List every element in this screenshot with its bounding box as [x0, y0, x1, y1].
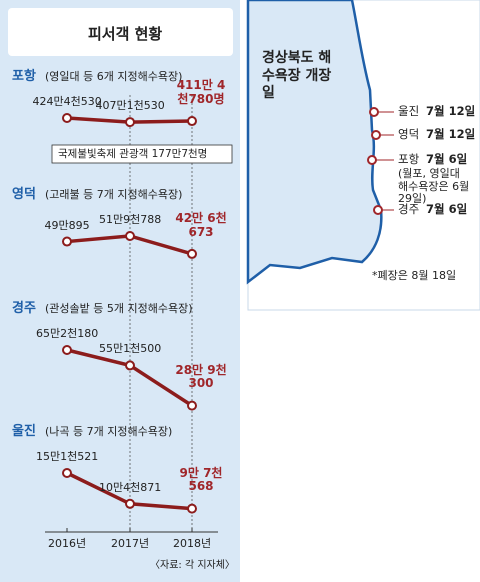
value-label: 28만 9천300 [175, 362, 227, 391]
series-subtitle: (관성솔밭 등 5개 지정해수욕장) [45, 302, 193, 315]
map-place: 영덕 [398, 127, 420, 141]
title-card [8, 8, 233, 56]
series-subtitle: (영일대 등 6개 지정해수욕장) [45, 70, 183, 83]
map-date: 7월 6일 [426, 152, 468, 166]
map-date: 7월 12일 [426, 104, 476, 118]
map-place: 울진 [398, 104, 420, 118]
value-label: 51만9천788 [99, 213, 162, 226]
map-place: 포항 [398, 152, 420, 166]
point [125, 231, 135, 241]
value-label: 424만4천530 [32, 95, 102, 108]
value-label: 407만1천530 [95, 99, 165, 113]
map-title: 경상북도 해수욕장 개장일 [262, 50, 332, 101]
map-date: 7월 12일 [426, 127, 476, 141]
series-title: 울진 [12, 424, 36, 439]
source: 〈자료: 각 지자체〉 [150, 560, 235, 571]
map-marker [369, 107, 379, 117]
value-label: 65만2천180 [36, 327, 99, 340]
left-panel [0, 0, 240, 582]
series-subtitle: (나곡 등 7개 지정해수욕장) [45, 425, 173, 438]
x-tick-label: 2016년 [48, 537, 87, 550]
series-title: 경주 [12, 301, 36, 316]
point [62, 468, 72, 478]
map-marker [371, 130, 381, 140]
value-label: 49만895 [44, 218, 90, 232]
map-place: 경주 [398, 202, 420, 216]
map-note: (월포, 영일대 해수욕장은 6월 29일) [398, 167, 470, 206]
point [62, 113, 72, 123]
title: 피서객 현황 [88, 25, 163, 43]
annotation-box [51, 144, 233, 164]
map-marker [367, 155, 377, 165]
value-label: 55만1천500 [99, 342, 162, 356]
coastline [246, 0, 383, 285]
map-marker [373, 205, 383, 215]
point [187, 248, 197, 259]
point [62, 236, 72, 247]
value-label: 411만 4천780명 [176, 78, 226, 106]
point [125, 360, 135, 371]
x-tick-label: 2017년 [111, 537, 150, 550]
point [187, 116, 197, 127]
point [62, 345, 72, 355]
point [187, 503, 197, 514]
map-date: 7월 6일 [426, 202, 468, 216]
point [187, 400, 197, 411]
value-label: 10만4천871 [99, 480, 162, 494]
value-label: 9만 7천568 [179, 465, 223, 494]
point [125, 117, 135, 128]
value-label: 42만 6천673 [175, 210, 227, 239]
map-footnote: *폐장은 8월 18일 [372, 269, 457, 282]
annotation: 국제불빛축제 관광객 177만7천명 [58, 148, 208, 160]
series-title: 영덕 [12, 187, 36, 202]
x-tick-label: 2018년 [173, 537, 212, 550]
series-title: 포항 [12, 69, 36, 84]
series-subtitle: (고래불 등 7개 지정해수욕장) [45, 188, 183, 201]
value-label: 15만1천521 [36, 450, 99, 463]
point [125, 498, 135, 509]
